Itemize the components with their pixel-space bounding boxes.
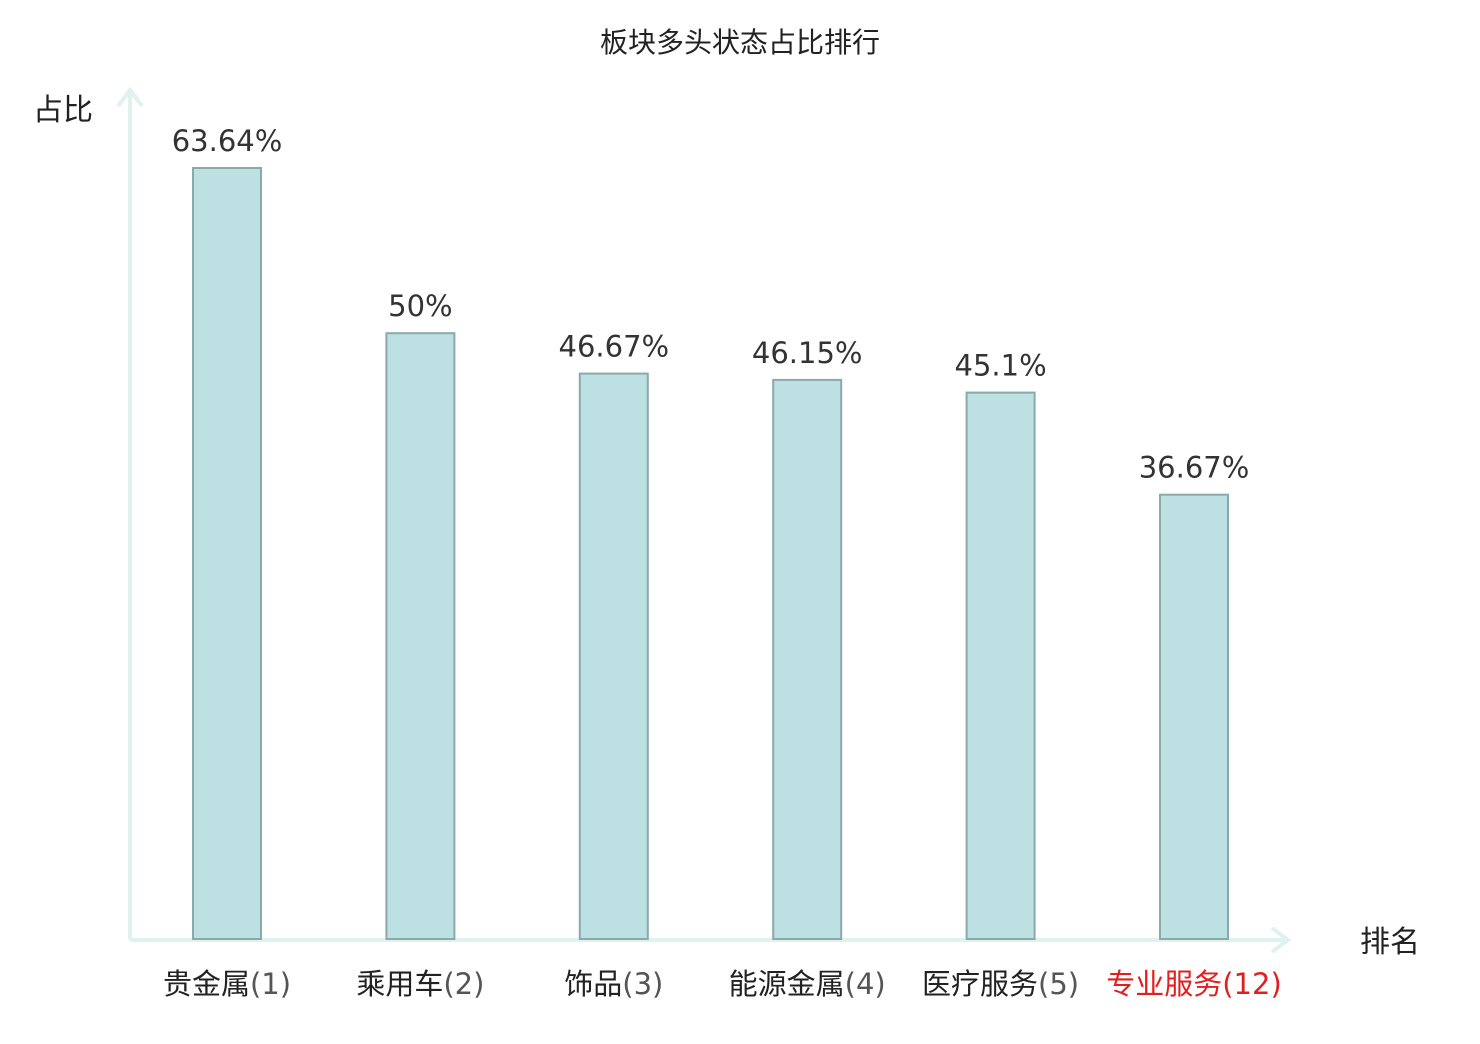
bar-3 — [578, 372, 649, 941]
value-label-1: 63.64% — [172, 124, 283, 158]
category-name: 乘用车 — [356, 967, 443, 1001]
y-axis-label: 占比 — [33, 93, 93, 128]
chart-title: 板块多头状态占比排行 — [600, 26, 880, 59]
bar-5 — [965, 391, 1036, 941]
y-axis — [116, 86, 144, 940]
value-labels-group: 63.64% 50% 46.67% 46.15% 45.1% 36.67% — [172, 124, 1250, 485]
value-label-4: 46.15% — [752, 336, 863, 370]
category-rank: (4) — [845, 967, 886, 1001]
x-tick-label-2: 乘用车(2) — [356, 967, 484, 1001]
category-rank: (3) — [622, 967, 663, 1001]
x-tick-labels-group: 贵金属(1) 乘用车(2) 饰品(3) 能源金属(4) 医疗服务(5) 专业服务(12) — [163, 967, 1282, 1001]
category-name: 专业服务 — [1106, 967, 1222, 1001]
x-tick-label-5: 医疗服务(5) — [922, 967, 1079, 1001]
value-label-6: 36.67% — [1139, 451, 1250, 485]
category-rank: (1) — [250, 967, 291, 1001]
category-name: 饰品 — [564, 967, 622, 1001]
value-label-3: 46.67% — [559, 330, 670, 364]
value-label-5: 45.1% — [955, 349, 1047, 383]
bars-group — [192, 167, 1229, 941]
category-rank: (2) — [443, 967, 484, 1001]
x-tick-label-6: 专业服务(12) — [1106, 967, 1282, 1001]
bar-1 — [192, 167, 262, 940]
bar-6 — [1159, 493, 1229, 940]
category-name: 贵金属 — [163, 967, 250, 1001]
bar-2 — [385, 332, 456, 940]
x-tick-label-3: 饰品(3) — [564, 967, 663, 1001]
x-axis — [130, 926, 1292, 954]
category-rank: (12) — [1222, 967, 1282, 1001]
x-tick-label-1: 贵金属(1) — [163, 967, 291, 1001]
category-name: 医疗服务 — [922, 967, 1038, 1001]
category-rank: (5) — [1038, 967, 1079, 1001]
value-label-2: 50% — [388, 289, 452, 323]
x-axis-label: 排名 — [1360, 925, 1420, 960]
x-tick-label-4: 能源金属(4) — [729, 967, 886, 1001]
category-name: 能源金属 — [729, 967, 845, 1001]
bar-4 — [772, 378, 843, 940]
